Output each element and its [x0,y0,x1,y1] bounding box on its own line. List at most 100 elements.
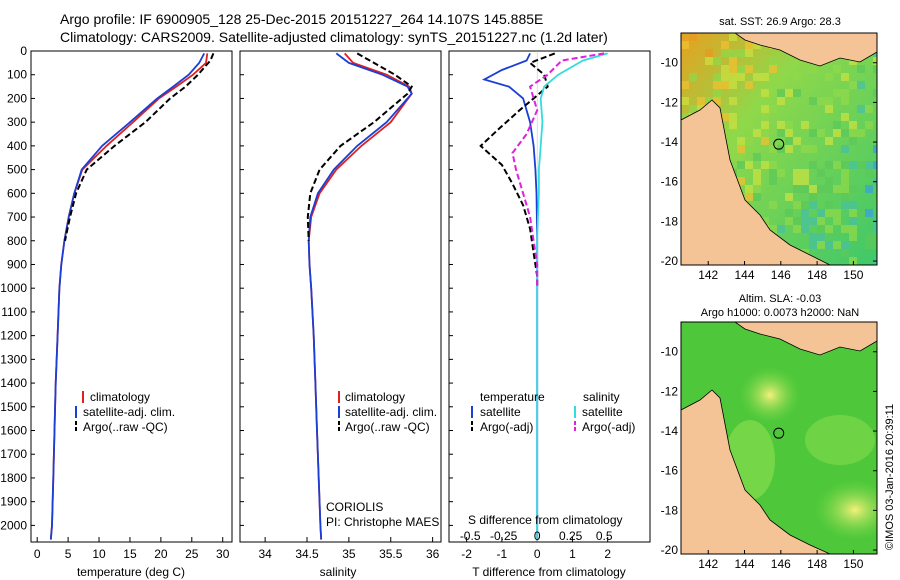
difference-panel-frame [448,50,651,543]
temperature-axis-label: temperature (deg C) [77,565,185,579]
map-y-tick-label: -16 [661,464,679,478]
sst-pixel [809,201,817,209]
sst-pixel [713,73,721,81]
depth-tick-label: 1600 [0,424,27,438]
sst-pixel [849,201,857,209]
depth-tick-label: 500 [7,163,27,177]
sst-pixel [809,193,817,201]
sst-pixel [769,177,777,185]
depth-tick-label: 2000 [0,518,27,532]
sst-pixel [849,137,857,145]
sst-pixel [817,169,825,177]
map-x-tick-label: 150 [843,557,863,571]
s-difference-ticks: -0.5 -0.25 0 0.25 0.5 [460,529,613,543]
sst-pixel [873,57,877,65]
sst-pixel [849,225,857,233]
series-line [307,52,413,540]
sst-pixel [729,73,737,81]
sst-pixel [785,121,793,129]
series-line [64,53,215,242]
depth-tick-label: 800 [7,234,27,248]
sal-legend-satellite: satellite-adj. clim. [345,405,437,419]
temp-legend-climatology: climatology [90,390,150,404]
sst-pixel [785,137,793,145]
depth-tick-label: 100 [7,68,27,82]
temperature-panel-frame [30,50,233,543]
sst-pixel [833,121,841,129]
sst-pixel [729,121,737,129]
land-australia-bottom [681,389,831,554]
sst-pixel [857,81,865,89]
sst-pixel [777,169,785,177]
depth-tick-label: 600 [7,186,27,200]
sst-pixel [793,225,801,233]
sst-pixel [737,153,745,161]
argo-location-marker [773,138,785,150]
sst-pixel [801,225,809,233]
pi-label: PI: Christophe MAES [326,515,439,529]
depth-tick-label: 300 [7,115,27,129]
sst-pixel [769,201,777,209]
s-tick-label: -0.25 [490,529,518,543]
sst-pixel [721,49,729,57]
sst-pixel [825,97,833,105]
sst-pixel [745,113,753,121]
sst-pixel [873,241,877,249]
sst-pixel [713,57,721,65]
sst-pixel [841,193,849,201]
difference-plot: -2 -1 0 1 2 [449,50,611,561]
diff-legend-sal-argo: Argo(-adj) [582,420,635,434]
map-y-tick-label: -18 [661,214,679,228]
sst-pixel [729,97,737,105]
sst-pixel [753,129,761,137]
sst-pixel [865,121,873,129]
diff-legend-temp-argo: Argo(-adj) [480,420,533,434]
sst-pixel [873,65,877,73]
sst-pixel [761,161,769,169]
sst-pixel [753,193,761,201]
sst-pixel [689,73,697,81]
sst-pixel [761,129,769,137]
sst-pixel [817,233,825,241]
sst-pixel [761,73,769,81]
sst-pixel [769,225,777,233]
sst-pixel [865,185,873,193]
depth-tick-label: 700 [7,210,27,224]
x-tick-label: 34 [258,547,272,561]
sst-pixel [753,153,761,161]
sst-pixel [801,185,809,193]
sst-pixel [841,97,849,105]
map-y-tick-label: -12 [661,384,679,398]
sst-pixel [777,89,785,97]
sst-pixel [761,217,769,225]
sst-pixel [865,169,873,177]
t-difference-axis-label: T difference from climatology [472,565,626,579]
depth-tick-label: 0 [20,44,27,58]
sst-pixel [681,41,689,49]
sst-pixel [841,113,849,121]
sst-pixel [729,49,737,57]
salinity-axis-label: salinity [320,565,357,579]
salinity-legend: climatology satellite-adj. clim. Argo(..… [338,390,437,434]
sst-pixel [769,169,777,177]
sst-pixel [873,193,877,201]
sst-pixel [761,105,769,113]
sst-pixel [801,121,809,129]
depth-tick-label: 1300 [0,352,27,366]
sst-pixel [873,145,877,153]
sst-pixel [793,137,801,145]
sst-pixel [737,145,745,153]
title-line-2: Climatology: CARS2009. Satellite-adjuste… [60,29,608,45]
sst-pixel [809,161,817,169]
x-tick-label: 35 [342,547,356,561]
sst-pixel [721,73,729,81]
sst-pixel [777,97,785,105]
map-x-tick-label: 142 [698,268,718,282]
sst-pixel [817,217,825,225]
map-y-tick-label: -14 [661,424,679,438]
salinity-panel-frame [239,50,442,543]
sst-pixel [785,89,793,97]
sst-pixel [737,65,745,73]
sst-pixel [681,113,689,121]
sst-pixel [849,217,857,225]
